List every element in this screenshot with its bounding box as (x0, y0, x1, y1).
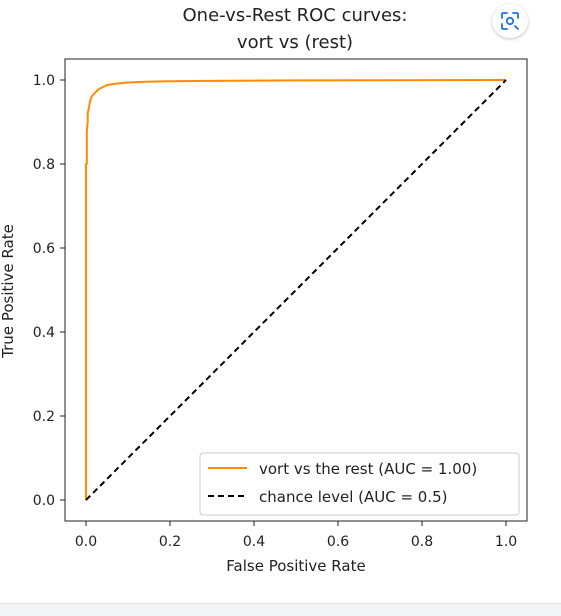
y-tick-label: 0.0 (33, 493, 55, 509)
y-tick-label: 1.0 (33, 73, 55, 89)
lens-search-button[interactable] (492, 4, 528, 38)
x-tick-label: 1.0 (495, 534, 517, 550)
chart-title-line-1: One-vs-Rest ROC curves: (183, 5, 408, 26)
y-tick-label: 0.8 (33, 157, 55, 173)
y-axis-label: True Positive Rate (0, 224, 17, 359)
legend-label-roc: vort vs the rest (AUC = 1.00) (259, 460, 477, 478)
x-tick-label: 0.2 (159, 534, 181, 550)
legend-label-chance: chance level (AUC = 0.5) (259, 488, 448, 506)
roc-curve-line (85, 79, 507, 500)
plot-frame (64, 58, 528, 522)
y-tick-label: 0.6 (33, 241, 55, 257)
series-lines (85, 79, 507, 501)
lens-search-icon (501, 12, 519, 30)
x-tick-label: 0.0 (75, 534, 97, 550)
axis-ticks: 0.0 0.2 0.4 0.6 0.8 1.0 0.0 0.2 0.4 0.6 0.8 1.0 (33, 73, 517, 550)
x-tick-label: 0.4 (243, 534, 265, 550)
legend-box (199, 452, 520, 516)
bottom-bar (0, 603, 561, 616)
y-tick-label: 0.2 (33, 409, 55, 425)
legend: vort vs the rest (AUC = 1.00) chance lev… (199, 452, 520, 516)
x-tick-label: 0.8 (411, 534, 433, 550)
x-tick-label: 0.6 (327, 534, 349, 550)
chart-title-line-2: vort vs (rest) (237, 32, 353, 53)
y-tick-label: 0.4 (33, 325, 55, 341)
chance-level-line (85, 79, 507, 501)
x-axis-label: False Positive Rate (226, 557, 365, 575)
